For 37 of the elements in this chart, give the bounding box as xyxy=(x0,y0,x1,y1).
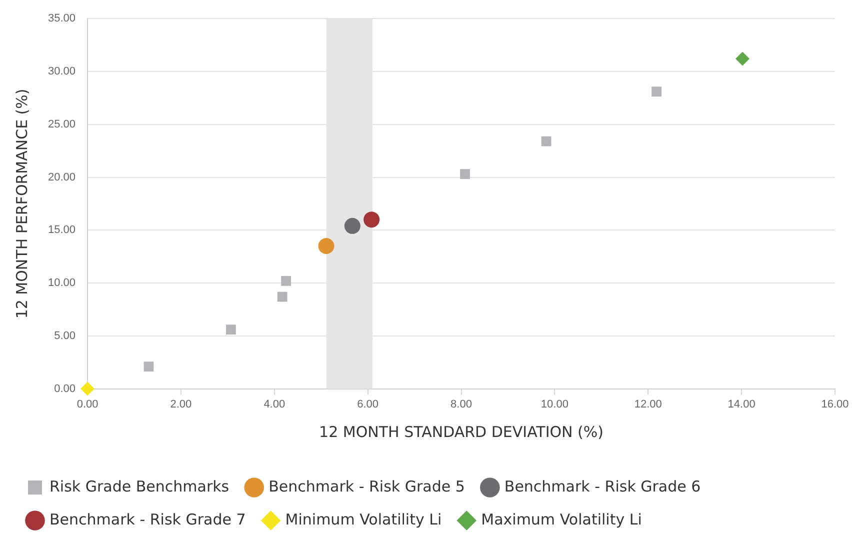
x-tick-label: 14.00 xyxy=(728,398,756,410)
y-tick-label: 30.00 xyxy=(48,66,76,78)
legend-label: Benchmark - Risk Grade 7 xyxy=(50,510,246,528)
point xyxy=(80,382,95,396)
legend-label: Risk Grade Benchmarks xyxy=(50,477,230,496)
y-tick-label: 35.00 xyxy=(48,12,76,25)
legend-label: Minimum Volatility Li xyxy=(285,510,442,528)
point xyxy=(344,218,360,234)
point xyxy=(652,86,662,97)
x-tick-label: 16.00 xyxy=(821,398,849,410)
x-tick-label: 8.00 xyxy=(450,398,472,410)
point xyxy=(318,238,334,254)
x-tick-label: 0.00 xyxy=(76,398,98,410)
y-tick-label: 10.00 xyxy=(48,277,76,290)
x-tick-label: 12.00 xyxy=(634,398,662,410)
x-tick-label: 6.00 xyxy=(357,398,379,410)
point xyxy=(541,136,552,146)
y-tick-label: 15.00 xyxy=(48,224,76,236)
legend-label: Benchmark - Risk Grade 5 xyxy=(268,477,465,496)
point xyxy=(226,324,236,335)
x-tick-label: 4.00 xyxy=(264,398,286,410)
y-tick-label: 0.00 xyxy=(54,382,76,395)
y-tick-label: 25.00 xyxy=(48,118,76,130)
y-tick-label: 5.00 xyxy=(54,330,76,342)
x-tick-label: 10.00 xyxy=(540,398,568,410)
legend-label: Benchmark - Risk Grade 6 xyxy=(504,477,701,496)
legend-label: Maximum Volatility Li xyxy=(481,510,642,528)
x-tick-label: 2.00 xyxy=(170,398,192,410)
x-axis-title: 12 MONTH STANDARD DEVIATION (%) xyxy=(319,422,604,441)
point xyxy=(364,212,380,228)
point xyxy=(277,292,288,302)
point xyxy=(144,362,154,372)
y-tick-label: 20.00 xyxy=(48,171,76,184)
point xyxy=(736,52,750,66)
point xyxy=(460,169,470,180)
y-axis-title: 12 MONTH PERFORMANCE (%) xyxy=(12,88,31,319)
point xyxy=(281,276,292,286)
